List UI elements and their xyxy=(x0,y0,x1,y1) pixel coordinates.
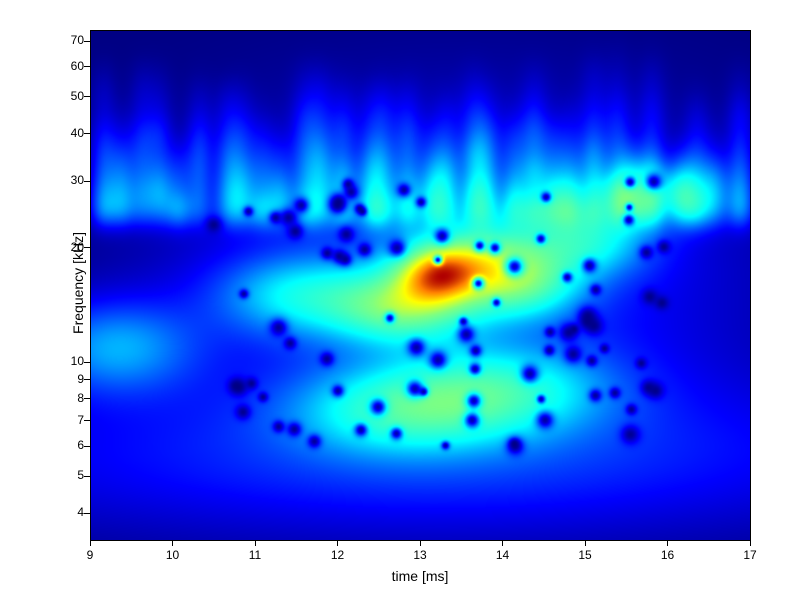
x-tick xyxy=(502,540,503,546)
x-tick-label: 15 xyxy=(573,548,597,562)
x-tick xyxy=(172,540,173,546)
y-tick-label: 9 xyxy=(56,372,84,386)
x-tick-label: 10 xyxy=(161,548,185,562)
x-tick xyxy=(585,540,586,546)
spectrogram-heatmap xyxy=(90,30,750,540)
y-tick xyxy=(84,362,90,363)
y-tick-label: 10 xyxy=(56,354,84,368)
y-tick-label: 50 xyxy=(56,89,84,103)
x-tick-label: 13 xyxy=(408,548,432,562)
y-tick-label: 4 xyxy=(56,505,84,519)
spectrogram-axes xyxy=(90,30,750,540)
x-tick xyxy=(750,540,751,546)
y-tick xyxy=(84,446,90,447)
y-tick-label: 8 xyxy=(56,391,84,405)
y-tick xyxy=(84,181,90,182)
y-tick-label: 60 xyxy=(56,59,84,73)
y-tick-label: 40 xyxy=(56,126,84,140)
x-tick-label: 16 xyxy=(656,548,680,562)
y-tick-label: 6 xyxy=(56,438,84,452)
x-tick xyxy=(337,540,338,546)
y-tick xyxy=(84,379,90,380)
y-tick xyxy=(84,398,90,399)
x-axis-label: time [ms] xyxy=(90,568,750,584)
y-tick xyxy=(84,96,90,97)
y-tick xyxy=(84,513,90,514)
y-tick-label: 5 xyxy=(56,468,84,482)
y-tick-label: 20 xyxy=(56,240,84,254)
x-tick-label: 12 xyxy=(326,548,350,562)
x-tick xyxy=(90,540,91,546)
y-tick xyxy=(84,41,90,42)
x-tick xyxy=(255,540,256,546)
y-tick xyxy=(84,66,90,67)
figure: time [ms] Frequency [kHz] 91011121314151… xyxy=(0,0,800,600)
x-tick-label: 14 xyxy=(491,548,515,562)
x-tick-label: 9 xyxy=(78,548,102,562)
y-tick-label: 7 xyxy=(56,413,84,427)
y-tick xyxy=(84,476,90,477)
y-tick-label: 30 xyxy=(56,173,84,187)
y-tick xyxy=(84,133,90,134)
x-tick-label: 17 xyxy=(738,548,762,562)
y-tick-label: 70 xyxy=(56,33,84,47)
y-tick xyxy=(84,420,90,421)
x-tick xyxy=(420,540,421,546)
x-tick xyxy=(667,540,668,546)
x-tick-label: 11 xyxy=(243,548,267,562)
y-tick xyxy=(84,247,90,248)
